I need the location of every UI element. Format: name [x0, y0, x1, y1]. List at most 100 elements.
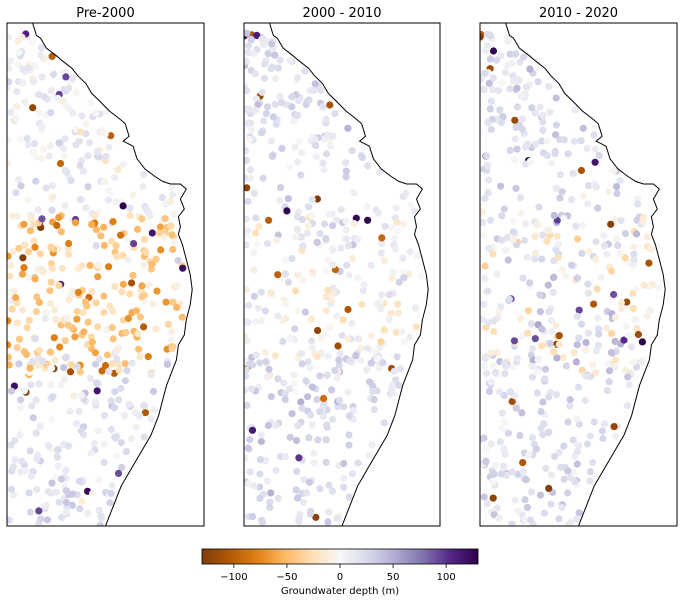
scatter-point: [322, 458, 330, 466]
scatter-point: [16, 431, 24, 439]
scatter-point: [281, 270, 290, 278]
scatter-point: [31, 335, 39, 343]
scatter-point: [251, 70, 259, 78]
scatter-point: [344, 305, 352, 314]
scatter-point: [244, 454, 249, 462]
scatter-point: [387, 224, 395, 232]
scatter-point: [68, 288, 77, 296]
scatter-point: [105, 367, 113, 376]
scatter-point: [274, 312, 282, 320]
scatter-point: [629, 305, 638, 313]
scatter-point: [299, 242, 307, 250]
scatter-point: [498, 424, 506, 433]
scatter-point: [56, 159, 65, 168]
scatter-point: [520, 53, 528, 61]
scatter-point: [274, 375, 282, 383]
scatter-point: [638, 338, 647, 346]
scatter-point: [581, 396, 589, 405]
scatter-point: [617, 304, 626, 313]
colorbar-gradient: [201, 548, 479, 565]
scatter-point: [89, 489, 97, 497]
scatter-point: [285, 385, 294, 393]
scatter-point: [579, 124, 587, 132]
scatter-point: [94, 261, 103, 269]
scatter-point: [250, 49, 258, 57]
scatter-point: [600, 231, 608, 240]
scatter-point: [594, 325, 602, 333]
scatter-point: [589, 459, 597, 467]
scatter-point: [377, 249, 385, 257]
scatter-point: [28, 358, 36, 366]
scatter-point: [30, 237, 38, 245]
scatter-point: [348, 320, 356, 328]
scatter-point: [344, 124, 352, 132]
scatter-point: [293, 74, 302, 82]
scatter-point: [566, 518, 575, 526]
scatter-point: [271, 51, 279, 59]
scatter-point: [73, 363, 81, 371]
scatter-point: [541, 375, 549, 383]
scatter-point: [32, 177, 40, 185]
scatter-point: [319, 159, 327, 167]
scatter-point: [610, 290, 618, 299]
scatter-point: [54, 462, 63, 470]
scatter-point: [376, 168, 384, 176]
scatter-point: [286, 433, 294, 441]
scatter-point: [629, 243, 638, 251]
scatter-point: [263, 477, 271, 485]
panel-2010-2020: [479, 22, 678, 527]
scatter-point: [499, 113, 507, 121]
scatter-point: [28, 38, 37, 46]
scatter-point: [113, 452, 121, 460]
scatter-point: [139, 183, 147, 191]
scatter-point: [630, 256, 638, 264]
scatter-point: [244, 105, 250, 114]
scatter-point: [407, 201, 415, 209]
scatter-point: [482, 353, 490, 361]
scatter-point: [579, 192, 587, 200]
scatter-point: [570, 137, 578, 145]
scatter-point: [592, 238, 600, 246]
scatter-point: [49, 393, 57, 401]
scatter-point: [31, 243, 39, 251]
scatter-point: [373, 355, 381, 363]
scatter-point: [250, 292, 258, 300]
scatter-point: [13, 319, 21, 327]
scatter-point: [399, 254, 407, 262]
scatter-point: [575, 306, 583, 314]
scatter-point: [21, 467, 29, 475]
scatter-point: [508, 397, 516, 406]
scatter-point: [536, 491, 545, 499]
scatter-point: [244, 332, 248, 340]
scatter-point: [35, 380, 43, 388]
scatter-point: [260, 74, 269, 82]
scatter-point: [148, 229, 156, 237]
scatter-point: [95, 355, 104, 363]
scatter-point: [543, 137, 551, 145]
scatter-point: [29, 414, 37, 422]
scatter-point: [503, 61, 511, 69]
scatter-point: [564, 418, 572, 426]
scatter-point: [593, 285, 601, 293]
scatter-point: [7, 57, 14, 65]
scatter-point: [18, 270, 27, 278]
scatter-point: [272, 120, 280, 128]
scatter-point: [100, 458, 108, 466]
scatter-point: [323, 150, 331, 158]
scatter-point: [324, 286, 332, 294]
scatter-point: [24, 140, 32, 149]
scatter-point: [509, 217, 518, 225]
scatter-point: [33, 293, 41, 301]
scatter-point: [288, 103, 296, 111]
scatter-point: [273, 236, 281, 244]
scatter-point: [310, 86, 318, 94]
scatter-point: [257, 317, 265, 325]
scatter-point: [586, 432, 594, 440]
scatter-point: [617, 217, 625, 225]
scatter-point: [605, 367, 614, 375]
scatter-point: [37, 154, 46, 163]
scatter-point: [7, 33, 12, 41]
scatter-point: [539, 398, 547, 406]
scatter-point: [602, 324, 611, 332]
scatter-point: [34, 451, 42, 459]
